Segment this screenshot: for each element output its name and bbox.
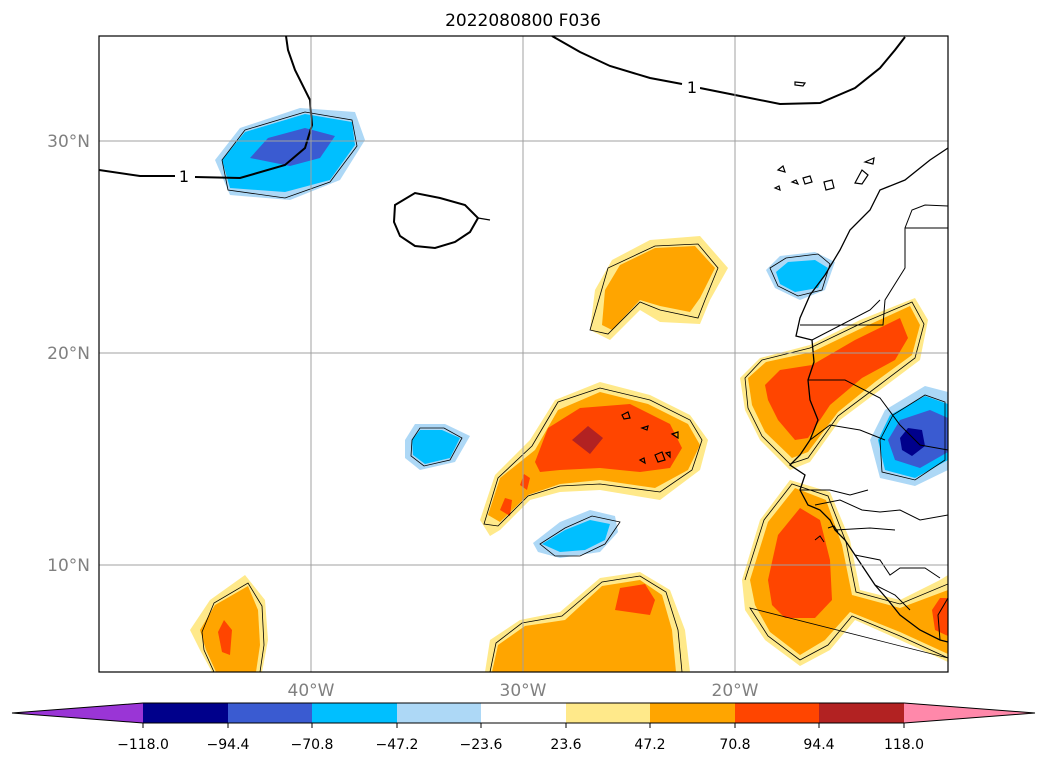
colorbar-extend-over xyxy=(904,703,1035,723)
contour-label-north: 1 xyxy=(687,78,697,97)
contour-lines xyxy=(99,36,906,250)
negative-anomaly-coast xyxy=(766,252,835,300)
guinea-bissau-islands xyxy=(814,525,839,543)
colorbar-tick-label-8: 70.8 xyxy=(719,737,750,753)
cape-verde-islands xyxy=(621,411,679,465)
colorbar-bin-1 xyxy=(143,703,228,723)
colorbar-tick-label-1: −118.0 xyxy=(117,737,169,753)
colorbar-bin-8 xyxy=(735,703,819,723)
positive-anomaly-north xyxy=(590,236,728,340)
map-content: 1 1 xyxy=(99,36,948,672)
colorbar-bin-5 xyxy=(481,703,566,723)
colorbar-ticks xyxy=(142,723,905,728)
colorbar-tick-label-10: 118.0 xyxy=(884,737,924,753)
colorbar-tick-label-9: 94.4 xyxy=(803,737,834,753)
map-title: 2022080800 F036 xyxy=(445,11,601,31)
lon-label-20w: 20°W xyxy=(712,681,759,701)
contour-label-halo-north xyxy=(684,76,700,96)
colorbar-tick-label-2: −94.4 xyxy=(207,737,250,753)
lat-label-20n: 20°N xyxy=(47,344,90,364)
negative-anomaly-west xyxy=(405,424,470,470)
contour-line-west xyxy=(99,36,314,180)
coastlines xyxy=(621,81,948,643)
map-panel: 1 1 xyxy=(98,35,949,673)
colorbar-tick-label-6: 23.6 xyxy=(550,737,581,753)
colorbar-tick-label-7: 47.2 xyxy=(634,737,665,753)
positive-anomaly-center xyxy=(480,382,708,536)
colorbar: −118.0 −94.4 −70.8 −47.2 −23.6 23.6 47.2… xyxy=(11,702,1036,753)
lon-label-30w: 30°W xyxy=(500,681,547,701)
colorbar-extend-under xyxy=(12,703,143,723)
gridlines xyxy=(99,36,948,672)
lat-label-30n: 30°N xyxy=(47,132,90,152)
positive-anomaly-south xyxy=(485,572,690,672)
negative-anomaly-east xyxy=(870,386,948,486)
contour-label-halo-west xyxy=(176,166,192,186)
colorbar-bin-3 xyxy=(312,703,397,723)
latitude-labels: 30°N 20°N 10°N xyxy=(47,132,90,576)
lon-label-40w: 40°W xyxy=(288,681,335,701)
lat-label-10n: 10°N xyxy=(47,556,90,576)
colorbar-bin-4 xyxy=(397,703,481,723)
contour-line-north xyxy=(551,36,906,106)
colorbar-bin-9 xyxy=(819,703,904,723)
negative-anomaly-nw xyxy=(215,108,365,200)
colorbar-bin-6 xyxy=(566,703,650,723)
colorbar-tick-label-5: −23.6 xyxy=(460,737,503,753)
anomaly-fields xyxy=(190,108,948,672)
longitude-labels: 40°W 30°W 20°W xyxy=(288,681,759,701)
anomaly-outlines xyxy=(201,111,948,672)
negative-anomaly-south xyxy=(533,510,618,558)
contour-tail xyxy=(477,217,491,221)
contour-loop xyxy=(392,191,480,250)
country-borders xyxy=(800,204,948,641)
colorbar-bin-7 xyxy=(650,703,735,723)
colorbar-tick-label-3: −70.8 xyxy=(291,737,334,753)
positive-anomaly-southwest xyxy=(190,575,268,672)
contour-label-west: 1 xyxy=(179,167,189,186)
colorbar-tick-labels: −118.0 −94.4 −70.8 −47.2 −23.6 23.6 47.2… xyxy=(117,737,924,753)
positive-anomaly-mauritania xyxy=(740,298,928,470)
colorbar-tick-label-4: −47.2 xyxy=(376,737,419,753)
africa-coastline xyxy=(788,147,948,643)
map-frame xyxy=(98,35,949,673)
colorbar-bin-2 xyxy=(228,703,312,723)
canary-islands xyxy=(773,81,875,191)
